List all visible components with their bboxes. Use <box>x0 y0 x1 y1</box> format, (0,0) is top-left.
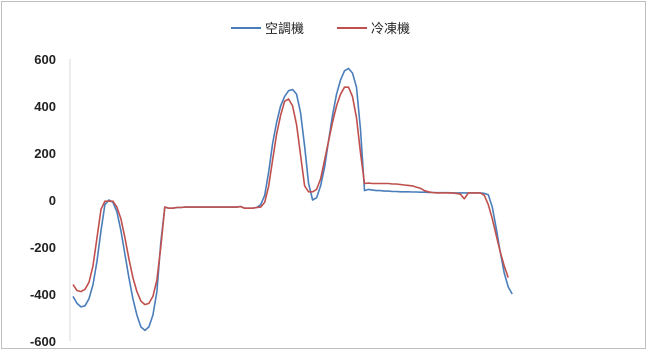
y-tick-label: 400 <box>34 99 56 114</box>
y-tick-label: -600 <box>30 334 56 349</box>
legend-label-aircon: 空調機 <box>265 22 304 37</box>
series-layer <box>72 67 513 332</box>
y-tick-label: 600 <box>34 52 56 67</box>
y-tick-label: 0 <box>49 193 56 208</box>
y-tick-label: -200 <box>30 240 56 255</box>
y-tick-label: 200 <box>34 146 56 161</box>
y-tick-label: -400 <box>30 287 56 302</box>
series-line-refrigerator <box>72 86 509 306</box>
legend-label-refrigerator: 冷凍機 <box>371 21 410 37</box>
y-axis-ticks: 600 400 200 0 -200 -400 -600 <box>30 52 56 349</box>
legend: 空調機 冷凍機 <box>231 21 410 37</box>
